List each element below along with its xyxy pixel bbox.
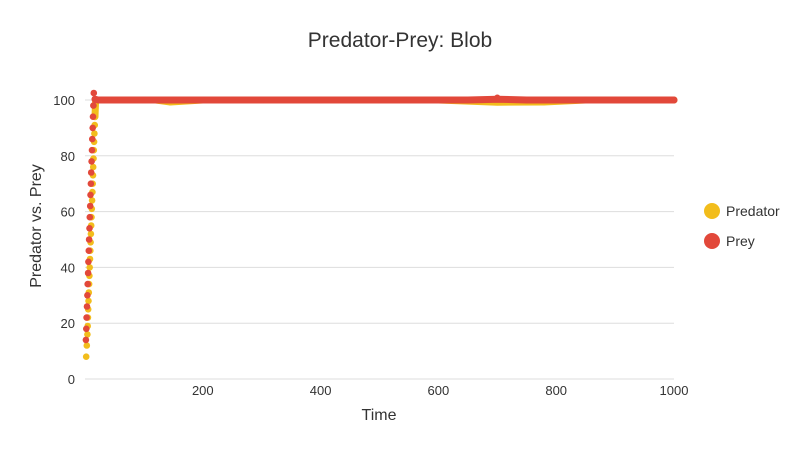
data-point-prey bbox=[94, 96, 102, 104]
data-point-prey bbox=[83, 303, 91, 310]
y-tick-label: 60 bbox=[61, 205, 75, 220]
data-point-prey bbox=[641, 96, 648, 104]
data-point-prey bbox=[670, 96, 678, 104]
data-point-prey bbox=[87, 180, 95, 187]
data-point-prey bbox=[83, 314, 90, 321]
data-point-prey bbox=[84, 280, 91, 288]
legend-label: Predator bbox=[726, 203, 780, 219]
data-point-prey bbox=[494, 94, 501, 102]
data-point-predator bbox=[82, 353, 90, 361]
data-point-prey bbox=[199, 96, 207, 104]
data-point-predator bbox=[85, 297, 92, 305]
data-point-prey bbox=[88, 158, 95, 165]
y-tick-label: 100 bbox=[53, 93, 75, 108]
data-point-prey bbox=[89, 124, 96, 132]
data-point-prey bbox=[346, 96, 354, 104]
data-point-predator bbox=[83, 342, 91, 349]
data-point-prey bbox=[90, 89, 98, 97]
data-point-prey bbox=[111, 96, 118, 104]
data-point-prey bbox=[87, 191, 94, 199]
x-axis-title: Time bbox=[362, 407, 397, 424]
data-point-prey bbox=[435, 96, 442, 104]
x-tick-label: 600 bbox=[428, 383, 450, 398]
data-point-prey bbox=[582, 96, 589, 104]
y-axis-title: Predator vs. Prey bbox=[28, 164, 45, 288]
data-point-prey bbox=[464, 96, 472, 104]
data-point-predator bbox=[89, 163, 97, 171]
data-point-prey bbox=[140, 96, 148, 104]
gridlines bbox=[85, 99, 674, 380]
data-point-prey bbox=[523, 96, 531, 104]
data-point-prey bbox=[170, 96, 177, 104]
data-point-prey bbox=[82, 336, 90, 344]
data-point-prey bbox=[99, 96, 106, 104]
x-tick-label: 400 bbox=[310, 383, 332, 398]
x-tick-label: 200 bbox=[192, 383, 214, 398]
chart-title: Predator-Prey: Blob bbox=[308, 29, 492, 52]
legend-marker bbox=[704, 233, 720, 249]
legend: Predator Prey bbox=[704, 203, 780, 249]
data-point-prey bbox=[258, 96, 266, 104]
data-point-prey bbox=[85, 247, 93, 254]
series-predator bbox=[82, 96, 678, 361]
data-point-predator bbox=[87, 230, 95, 238]
data-point-predator bbox=[88, 197, 96, 204]
data-point-prey bbox=[86, 213, 94, 221]
x-tick-label: 800 bbox=[545, 383, 567, 398]
data-point-prey bbox=[611, 96, 619, 104]
data-point-prey bbox=[88, 146, 96, 154]
data-point-prey bbox=[86, 225, 93, 232]
data-point-prey bbox=[89, 135, 96, 143]
plot-area bbox=[82, 89, 678, 361]
y-tick-label: 40 bbox=[61, 260, 75, 275]
data-point-predator bbox=[84, 331, 91, 338]
data-point-prey bbox=[84, 292, 91, 299]
y-tick-label: 20 bbox=[61, 316, 75, 331]
data-point-predator bbox=[86, 264, 93, 271]
data-point-prey bbox=[90, 102, 97, 109]
data-point-prey bbox=[287, 96, 295, 104]
y-tick-label: 0 bbox=[68, 372, 75, 387]
legend-label: Prey bbox=[726, 233, 755, 249]
data-point-prey bbox=[86, 202, 94, 210]
data-point-prey bbox=[89, 113, 97, 120]
legend-item-predator[interactable]: Predator bbox=[704, 203, 780, 219]
y-axis-ticks: 0 20 40 60 80 100 bbox=[53, 93, 75, 387]
series-prey bbox=[82, 89, 678, 344]
y-tick-label: 80 bbox=[61, 149, 75, 164]
data-point-prey bbox=[405, 96, 413, 104]
data-point-prey bbox=[376, 96, 383, 104]
data-point-prey bbox=[229, 96, 236, 104]
data-point-prey bbox=[85, 258, 92, 266]
legend-marker bbox=[704, 203, 720, 219]
data-point-prey bbox=[83, 325, 90, 333]
x-axis-ticks: 200 400 600 800 1000 bbox=[192, 383, 689, 398]
data-point-predator bbox=[91, 130, 98, 137]
data-point-prey bbox=[85, 236, 93, 243]
legend-item-prey[interactable]: Prey bbox=[704, 233, 755, 249]
data-point-prey bbox=[87, 169, 95, 176]
data-point-prey bbox=[84, 269, 92, 277]
data-point-prey bbox=[317, 96, 324, 104]
x-tick-label: 1000 bbox=[660, 383, 689, 398]
data-point-prey bbox=[552, 96, 560, 104]
